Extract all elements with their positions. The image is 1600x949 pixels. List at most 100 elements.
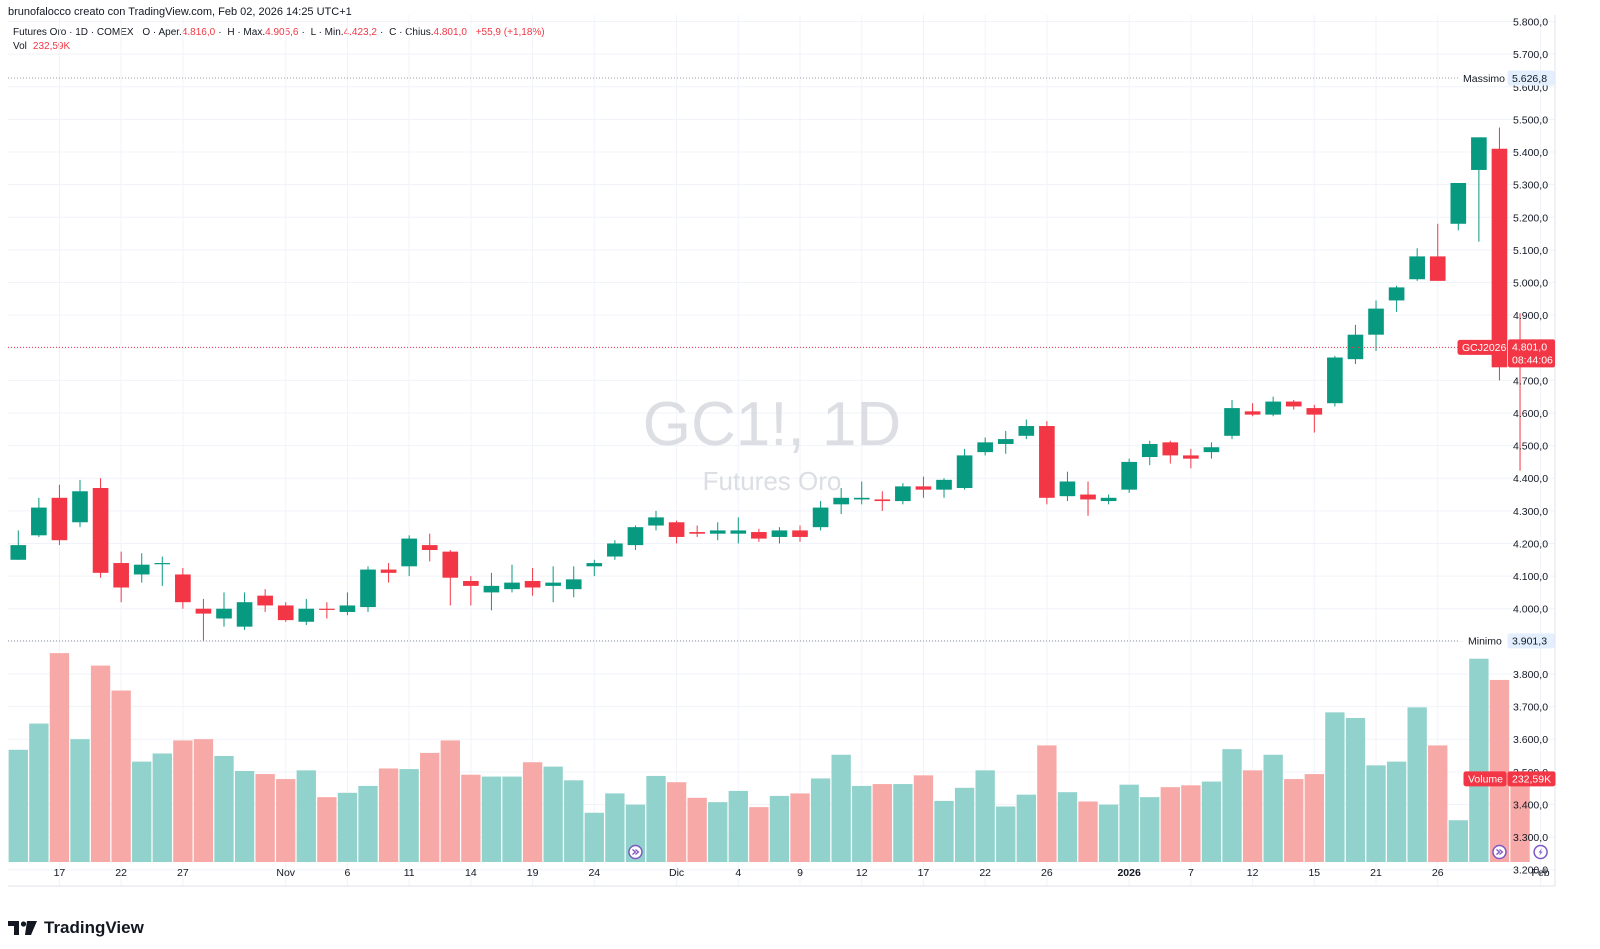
candle-body <box>853 497 870 500</box>
candle-body <box>1121 461 1137 490</box>
high-label-bg <box>1458 70 1508 86</box>
candle-body <box>1471 137 1487 170</box>
volume-bar <box>378 768 399 862</box>
date-tick-label: 17 <box>54 867 66 879</box>
volume-bar <box>728 790 748 862</box>
candle-body <box>524 580 541 588</box>
price-axis[interactable]: 3.200,03.300,03.400,03.500,03.600,03.700… <box>1513 17 1548 877</box>
price-tick-label: 4.200,0 <box>1513 538 1548 550</box>
low-label: Minimo <box>1468 636 1502 648</box>
watermark-symbol: GC1!, 1D <box>643 390 901 459</box>
price-tick-label: 4.300,0 <box>1513 506 1548 518</box>
volume-bar <box>214 756 234 862</box>
legend-vol-value: 232,59K <box>32 41 71 52</box>
candle-body <box>257 595 273 606</box>
time-axis[interactable]: 17 22 27 Nov 6 11 14 19 24 Dic 4 9 12 17 22 26 2026 7 12 15… <box>54 867 1550 879</box>
candle-body <box>319 608 335 610</box>
rollover-marker-icon-glyph <box>632 849 640 855</box>
candle-body <box>72 491 88 523</box>
price-tick-label: 5.800,0 <box>1513 17 1548 29</box>
high-label: Massimo <box>1463 73 1505 85</box>
candle-body <box>915 486 932 490</box>
price-tick-label: 5.100,0 <box>1513 245 1548 257</box>
volume-bar <box>1284 779 1304 862</box>
price-tick-label: 4.000,0 <box>1513 604 1548 616</box>
candle-body <box>689 532 705 534</box>
volume-bar <box>481 776 502 862</box>
volume-bar <box>440 740 460 862</box>
volume-bar <box>1098 804 1119 862</box>
candle-body <box>1203 447 1220 453</box>
tradingview-logo[interactable]: TradingView <box>8 918 144 938</box>
volume-bar <box>831 754 851 862</box>
legend-vol-label[interactable]: Vol <box>13 41 27 52</box>
volume-bar <box>584 812 604 862</box>
legend-symbol[interactable]: Futures Oro · 1D · COMEX <box>13 27 134 38</box>
candle-body <box>504 582 520 590</box>
volume-bar <box>996 806 1016 862</box>
candle-body <box>895 486 911 502</box>
chart-caption: brunofalocco creato con TradingView.com,… <box>8 6 352 18</box>
volume-bar <box>687 797 707 862</box>
candle-body <box>10 545 27 560</box>
candle-body <box>1409 256 1425 280</box>
candle-body <box>1265 401 1281 415</box>
candle-body <box>607 543 623 557</box>
countdown-timer: 08:44:06 <box>1512 354 1553 366</box>
volume-bar <box>337 792 358 862</box>
date-tick-label: 12 <box>856 867 868 879</box>
watermark-name: Futures Oro <box>703 466 842 496</box>
candle-body <box>792 530 808 537</box>
candle-body <box>1306 408 1323 415</box>
volume-bar <box>1366 765 1386 862</box>
price-tick-label: 3.700,0 <box>1513 702 1548 714</box>
date-tick-label: Dic <box>669 867 684 879</box>
volume-bar <box>1057 792 1078 862</box>
date-tick-label: 22 <box>979 867 991 879</box>
volume-badge-label: Volume <box>1468 774 1503 786</box>
price-tick-label: 4.500,0 <box>1513 441 1548 453</box>
volume-bar <box>461 774 481 862</box>
candle-body <box>236 602 253 627</box>
volume-bar <box>790 793 810 862</box>
volume-bar <box>502 776 522 862</box>
legend-high-label: H · Max. <box>227 27 266 38</box>
chart-legend: Futures Oro · 1D · COMEX O · Aper.4.816,… <box>13 26 545 54</box>
date-tick-label: 24 <box>588 867 600 879</box>
candle-body <box>874 499 891 502</box>
volume-bar <box>420 752 440 862</box>
volume-bar <box>1181 785 1201 862</box>
date-tick-label: 4 <box>735 867 741 879</box>
volume-bar <box>1242 770 1263 862</box>
price-tick-label: 3.600,0 <box>1513 734 1548 746</box>
price-tick-label: 5.700,0 <box>1513 49 1548 61</box>
candle-body <box>1368 308 1384 335</box>
candle-body <box>936 479 952 490</box>
candle-body <box>1224 408 1240 436</box>
volume-bar <box>29 723 49 862</box>
volume-bar <box>276 779 296 862</box>
price-tick-label: 3.400,0 <box>1513 799 1548 811</box>
tradingview-logo-text: TradingView <box>44 918 144 937</box>
volume-bar <box>872 784 892 862</box>
legend-open-value: 4.816,0 <box>181 27 216 38</box>
last-price-bg <box>1508 339 1555 368</box>
volume-bar <box>646 775 666 862</box>
date-tick-label: 7 <box>1188 867 1194 879</box>
volume-bar <box>234 770 255 862</box>
candle-body <box>1388 287 1405 301</box>
candle-body <box>1080 494 1096 500</box>
date-tick-label: 26 <box>1432 867 1444 879</box>
volume-bar <box>70 739 90 862</box>
volume-bar <box>934 800 954 862</box>
legend-close-label: C · Chius. <box>389 27 434 38</box>
price-tick-label: 5.500,0 <box>1513 114 1548 126</box>
candle-body <box>997 439 1014 444</box>
date-tick-label: 19 <box>527 867 539 879</box>
volume-series <box>8 653 1530 862</box>
candle-body <box>668 522 685 537</box>
low-value: 3.901,3 <box>1512 636 1547 648</box>
price-tick-label: 5.200,0 <box>1513 212 1548 224</box>
volume-bar <box>90 665 111 862</box>
